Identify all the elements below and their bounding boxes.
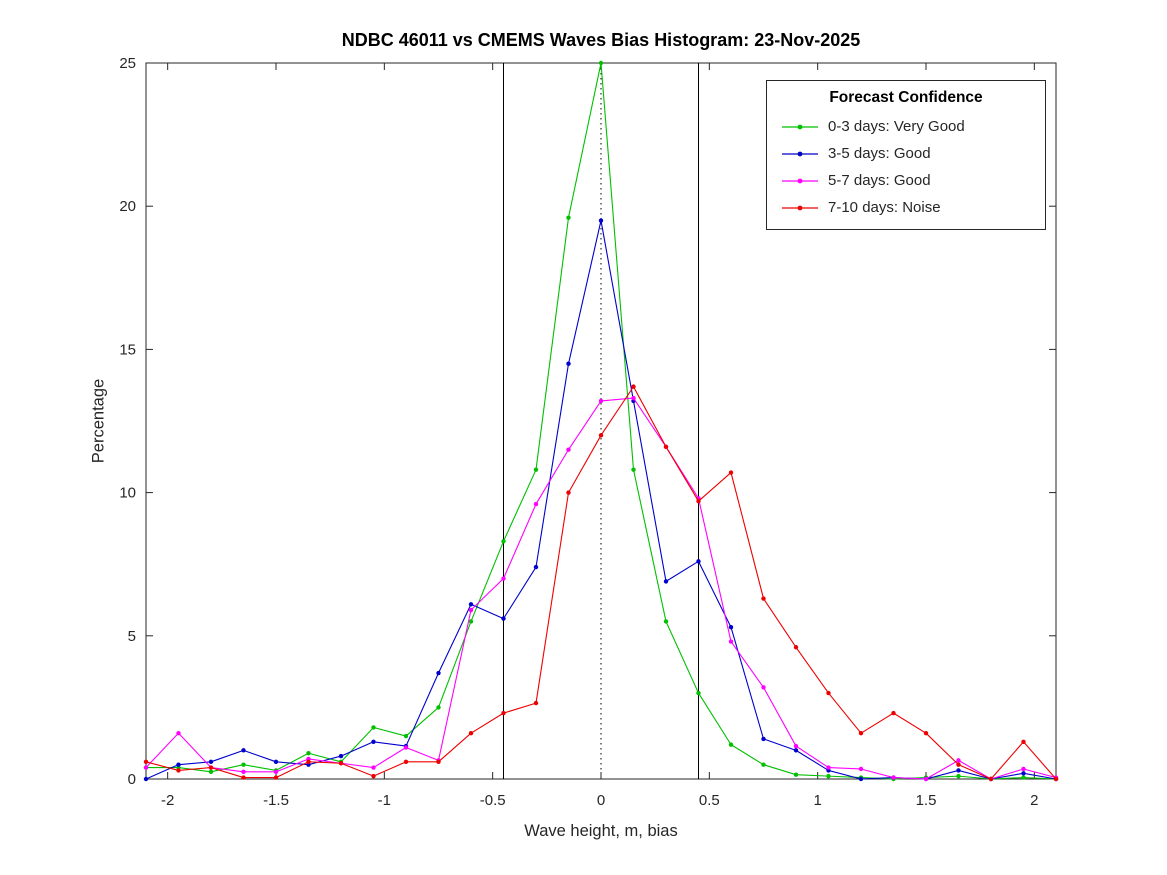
svg-text:0.5: 0.5 — [699, 792, 720, 809]
legend-title: Forecast Confidence — [829, 89, 983, 106]
svg-text:-0.5: -0.5 — [480, 792, 506, 809]
svg-text:0: 0 — [597, 792, 605, 809]
x-axis-label: Wave height, m, bias — [524, 822, 678, 840]
svg-text:1: 1 — [813, 792, 821, 809]
svg-text:15: 15 — [119, 341, 136, 358]
svg-text:0: 0 — [128, 771, 136, 788]
legend-label: 7-10 days: Noise — [828, 199, 941, 216]
svg-text:25: 25 — [119, 55, 136, 72]
legend-label: 0-3 days: Very Good — [828, 118, 965, 135]
legend-label: 5-7 days: Good — [828, 172, 931, 189]
chart-title: NDBC 46011 vs CMEMS Waves Bias Histogram… — [341, 30, 861, 50]
legend: Forecast Confidence 0-3 days: Very Good … — [766, 80, 1046, 230]
svg-text:10: 10 — [119, 485, 136, 502]
legend-line-swatch — [782, 124, 818, 129]
svg-text:-2: -2 — [161, 792, 174, 809]
legend-line-swatch — [782, 205, 818, 210]
legend-item-7-10-days: 7-10 days: Noise — [767, 194, 1045, 221]
svg-text:1.5: 1.5 — [916, 792, 937, 809]
legend-line-swatch — [782, 151, 818, 156]
legend-label: 3-5 days: Good — [828, 145, 931, 162]
legend-item-5-7-days: 5-7 days: Good — [767, 167, 1045, 194]
svg-text:20: 20 — [119, 198, 136, 215]
legend-item-3-5-days: 3-5 days: Good — [767, 140, 1045, 167]
legend-item-0-3-days: 0-3 days: Very Good — [767, 113, 1045, 140]
svg-text:2: 2 — [1030, 792, 1038, 809]
svg-text:-1.5: -1.5 — [263, 792, 289, 809]
svg-text:5: 5 — [128, 628, 136, 645]
y-axis-label: Percentage — [89, 378, 108, 464]
legend-line-swatch — [782, 178, 818, 183]
svg-text:-1: -1 — [378, 792, 391, 809]
